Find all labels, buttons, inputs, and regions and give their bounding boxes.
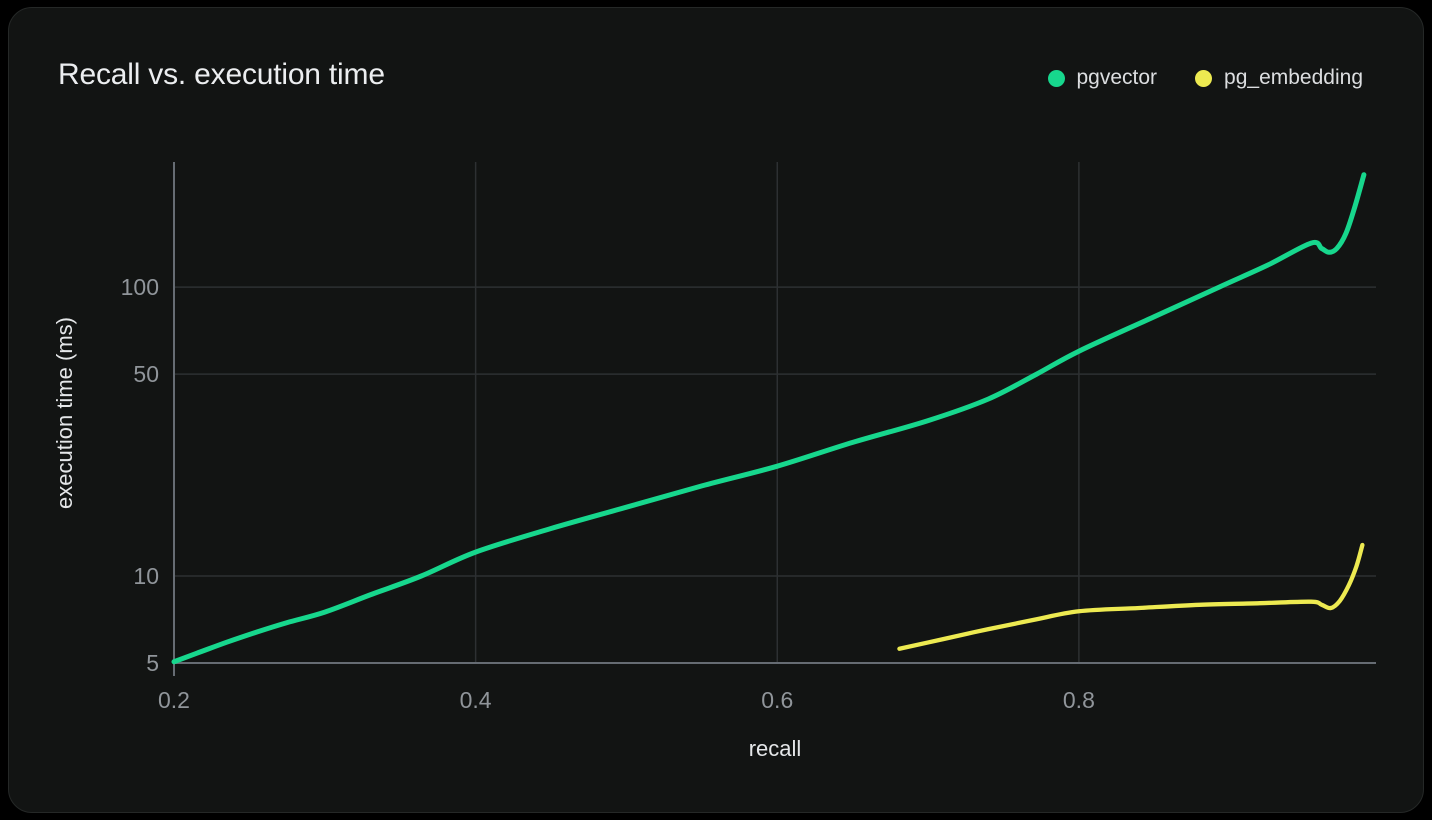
tick-labels: 5 10 50 100 0.2 0.4 0.6 0.8 [121, 274, 1095, 713]
x-tick-label: 0.8 [1063, 687, 1095, 713]
x-tick-label: 0.6 [761, 687, 793, 713]
y-tick-label: 50 [133, 361, 159, 387]
legend-swatch [1195, 69, 1213, 87]
chart-legend: pgvector pg_embedding [1047, 66, 1363, 90]
series-line-pgvector [171, 172, 1367, 665]
y-tick-label: 100 [121, 274, 159, 300]
legend-swatch [1047, 69, 1065, 87]
x-tick-label: 0.4 [460, 687, 492, 713]
axes [173, 162, 1376, 676]
series-line-pg_embedding [897, 542, 1365, 651]
legend-label: pg_embedding [1224, 66, 1363, 89]
y-tick-label: 10 [133, 563, 159, 589]
legend-label: pgvector [1076, 66, 1158, 89]
chart-title: Recall vs. execution time [58, 58, 385, 91]
x-tick-label: 0.2 [158, 687, 190, 713]
y-axis-title: execution time (ms) [52, 317, 77, 509]
y-tick-label: 5 [146, 650, 159, 676]
x-axis-title: recall [749, 736, 802, 761]
legend-item-pgvector[interactable]: pgvector [1047, 66, 1158, 90]
legend-item-pg-embedding[interactable]: pg_embedding [1195, 66, 1363, 90]
series-lines [171, 172, 1367, 665]
chart-card [8, 7, 1424, 813]
gridlines [174, 162, 1376, 663]
